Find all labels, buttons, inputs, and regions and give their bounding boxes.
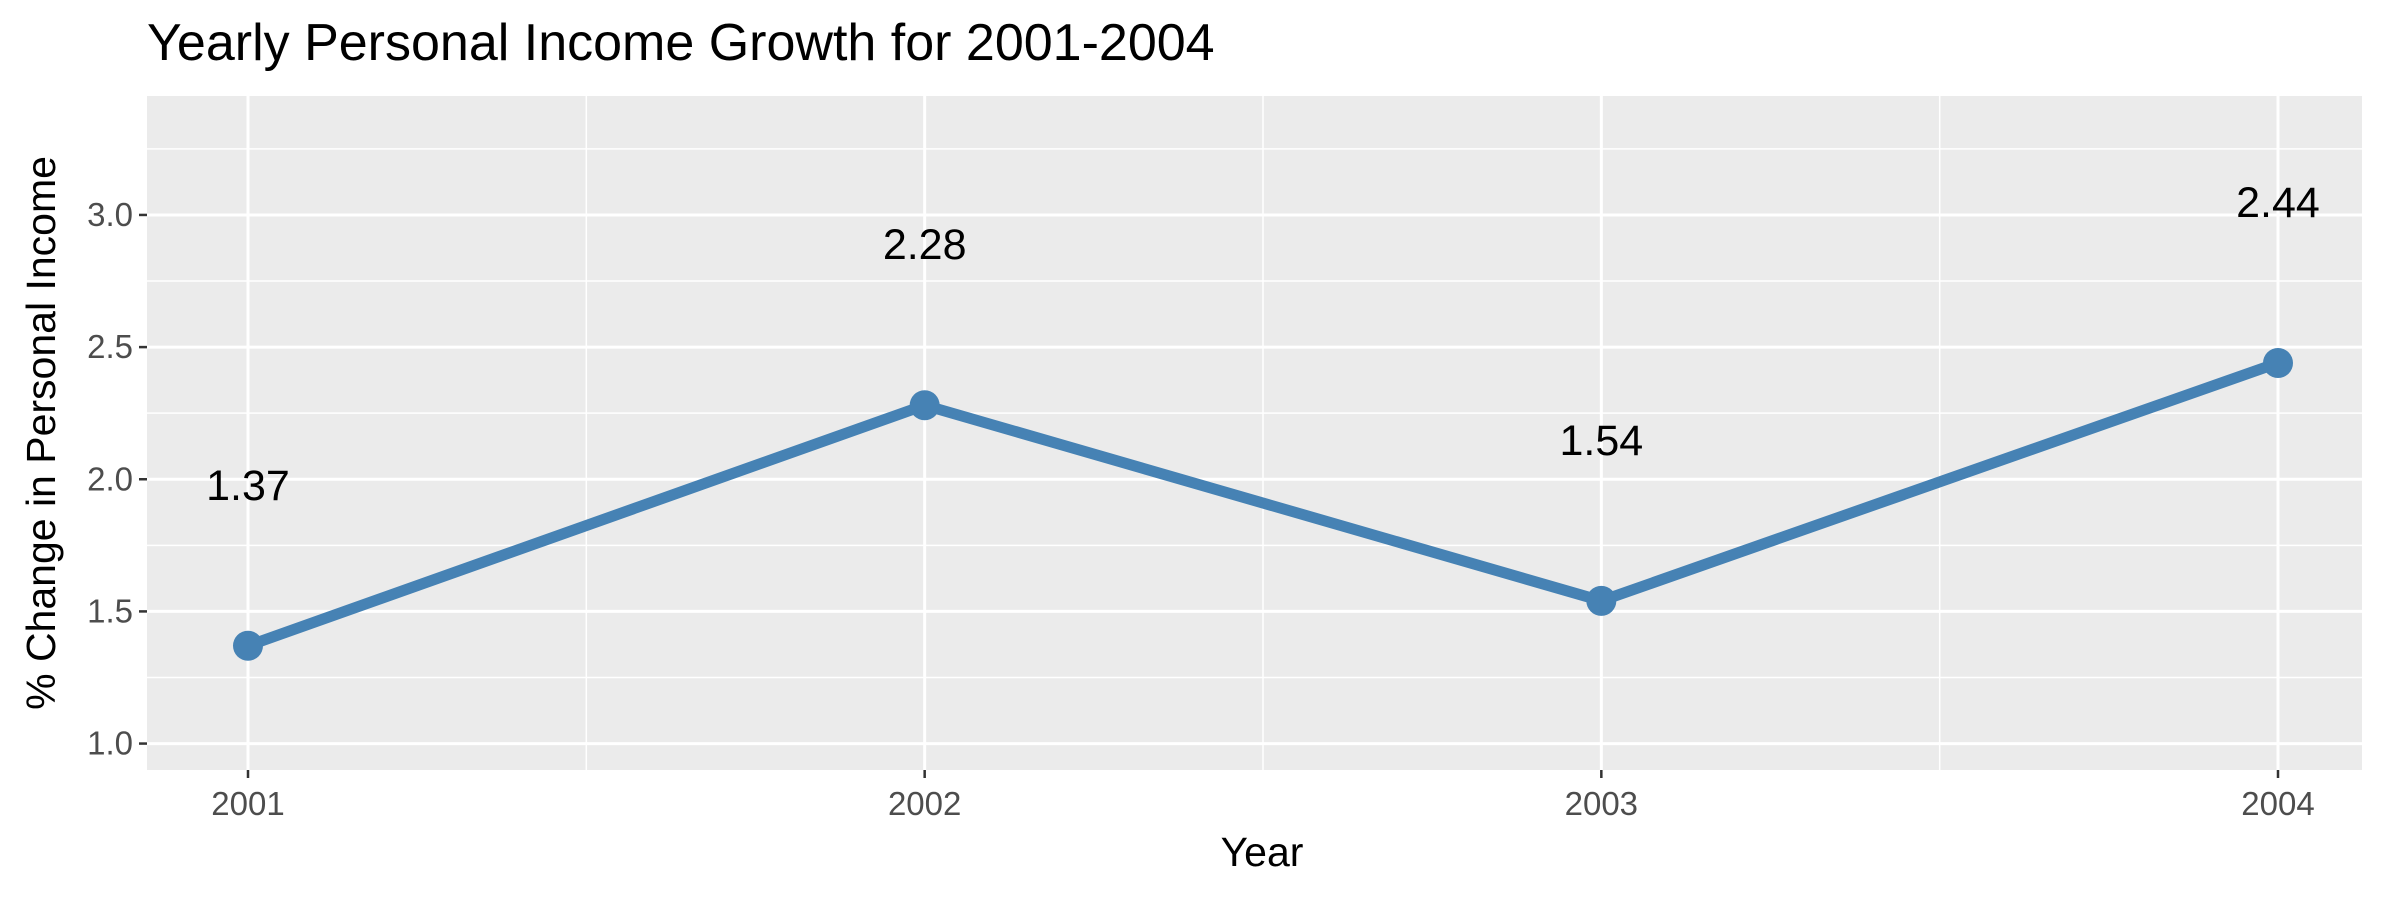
x-tick-label: 2001 [211,785,284,822]
data-label: 1.37 [206,462,290,510]
series-line [242,357,2284,652]
data-label: 2.28 [883,221,967,269]
data-point [233,630,263,661]
data-point [2263,347,2293,378]
data-point [1586,585,1617,616]
x-tick-label: 2002 [888,785,961,822]
series-layer [233,347,2293,661]
y-tick-label: 3.0 [87,196,133,233]
data-labels: 1.37 2.28 1.54 2.44 [206,179,2320,510]
data-point [909,390,940,421]
y-tick-label: 1.5 [87,592,133,629]
data-label: 2.44 [2236,179,2320,227]
data-label: 1.54 [1559,417,1643,465]
x-tick-label: 2004 [2241,785,2314,822]
x-tick-label: 2003 [1565,785,1638,822]
y-axis-title: % Change in Personal Income [18,156,64,710]
y-tick-label: 2.5 [87,328,133,365]
axis-ticks: 1.0 1.5 2.0 2.5 3.0 2001 2002 2003 2004 [87,196,2315,822]
x-axis-title: Year [1221,829,1304,875]
y-tick-label: 1.0 [87,725,133,762]
plot-panel [147,96,2362,770]
chart-title: Yearly Personal Income Growth for 2001-2… [147,14,1215,72]
y-tick-label: 2.0 [87,460,133,497]
